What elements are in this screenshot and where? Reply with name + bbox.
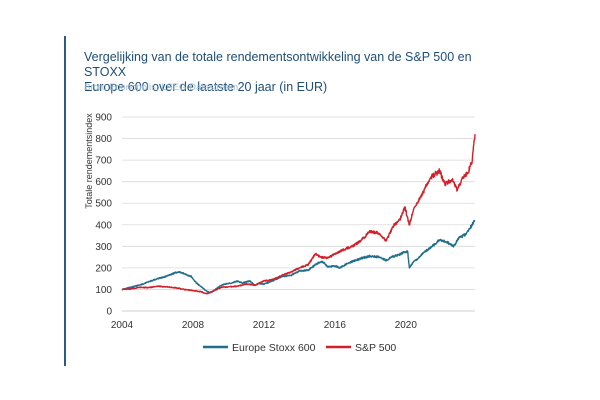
y-tick-label: 600 (95, 177, 112, 188)
x-tick-label: 2008 (182, 320, 205, 331)
axis-layer: 0 100 200 300 400 500 600 700 800 900 2004 2008 2012… (95, 113, 417, 332)
x-tick-label: 2004 (111, 320, 134, 331)
chart-title-line-1: Vergelijking van de totale rendementsont… (84, 50, 472, 79)
series-line-europe-stoxx-600 (121, 219, 476, 294)
y-tick-label: 900 (95, 113, 112, 124)
x-tick-label: 2012 (253, 320, 276, 331)
series-line-s-p-500 (121, 134, 476, 295)
legend-label-europe-stoxx-600: Europe Stoxx 600 (232, 342, 316, 354)
series-layer (121, 134, 476, 295)
y-tick-label: 200 (95, 263, 112, 274)
chart-source: Bron: Econopolis, LSEG Datastream (84, 82, 239, 93)
y-tick-label: 800 (95, 134, 112, 145)
legend-label-sp-500: S&P 500 (355, 342, 396, 354)
y-tick-label: 500 (95, 199, 112, 210)
y-axis-title: Totale rendementsindex (84, 113, 94, 209)
y-tick-label: 700 (95, 156, 112, 167)
x-tick-label: 2020 (395, 320, 418, 331)
y-tick-label: 300 (95, 242, 112, 253)
y-tick-label: 100 (95, 285, 112, 296)
x-tick-label: 2016 (324, 320, 347, 331)
legend: Europe Stoxx 600 S&P 500 (203, 342, 396, 354)
y-tick-label: 0 (106, 307, 112, 318)
grid-layer (122, 116, 475, 312)
accent-bar (64, 36, 66, 366)
chart-title: Vergelijking van de totale rendementsont… (84, 50, 504, 95)
y-tick-label: 400 (95, 220, 112, 231)
chart-title-line-2: Europe 600 over de laatste 20 jaar (in E… (84, 80, 328, 94)
